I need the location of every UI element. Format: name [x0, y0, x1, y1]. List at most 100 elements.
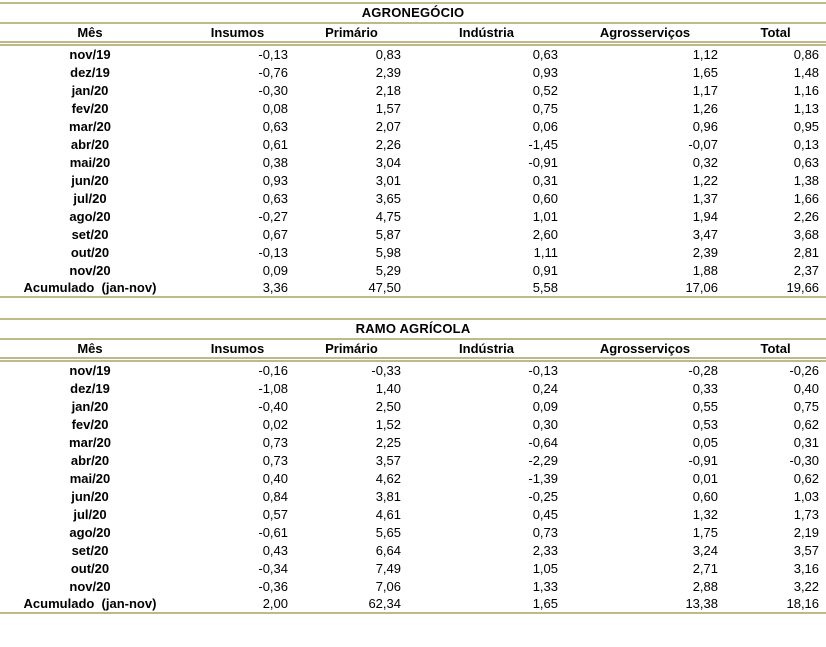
month-cell: jan/20 [71, 82, 109, 98]
value-cell: 0,38 [262, 154, 288, 170]
value-cell: 1,12 [692, 47, 718, 62]
value-cell: 0,02 [262, 416, 288, 432]
value-cell: 1,01 [532, 208, 558, 224]
month-cell: dez/19 [70, 380, 110, 396]
table-agronegocio: AGRONEGÓCIO Mês Insumos Primário Indústr… [0, 2, 826, 298]
month-cell: jun/20 [71, 172, 109, 188]
table-row: set/20 0,43 6,64 2,33 3,24 3,57 [0, 541, 826, 559]
value-cell: 0,09 [532, 398, 558, 414]
month-cell: mai/20 [69, 154, 111, 170]
value-cell: 3,81 [375, 488, 401, 504]
report-page: AGRONEGÓCIO Mês Insumos Primário Indústr… [0, 2, 826, 614]
value-cell: 0,73 [262, 434, 288, 450]
month-cell: ago/20 [69, 208, 111, 224]
table-row: fev/20 0,02 1,52 0,30 0,53 0,62 [0, 415, 826, 433]
table-row: set/20 0,67 5,87 2,60 3,47 3,68 [0, 225, 826, 243]
column-header-total: Total [760, 341, 791, 356]
value-cell: -2,29 [528, 452, 558, 468]
value-cell: 0,93 [262, 172, 288, 188]
column-header-insumos: Insumos [210, 341, 265, 356]
value-cell: 0,86 [793, 47, 820, 62]
value-cell: 1,32 [692, 506, 718, 522]
month-cell: out/20 [70, 244, 110, 260]
value-cell: 6,64 [375, 542, 401, 558]
value-cell: -0,34 [258, 560, 288, 576]
table-title-row: RAMO AGRÍCOLA [0, 318, 826, 340]
value-cell: 62,34 [368, 596, 401, 611]
column-header-industria: Indústria [459, 25, 514, 40]
value-cell: 0,30 [532, 416, 558, 432]
value-cell: -0,27 [258, 208, 288, 224]
month-cell: set/20 [71, 226, 109, 242]
table-row: abr/20 0,61 2,26 -1,45 -0,07 0,13 [0, 135, 826, 153]
value-cell: 1,11 [533, 244, 558, 260]
value-cell: 1,40 [375, 380, 401, 396]
value-cell: 0,06 [532, 118, 558, 134]
month-cell: jun/20 [71, 488, 109, 504]
value-cell: 1,16 [793, 82, 820, 98]
value-cell: -0,30 [258, 82, 288, 98]
value-cell: 1,33 [532, 578, 558, 594]
value-cell: 5,98 [375, 244, 401, 260]
value-cell: 13,38 [685, 596, 718, 611]
value-cell: -1,08 [258, 380, 288, 396]
column-header-mes: Mês [77, 341, 103, 356]
value-cell: 5,87 [375, 226, 401, 242]
value-cell: 2,25 [375, 434, 401, 450]
month-cell: ago/20 [69, 524, 111, 540]
table-row: out/20 -0,13 5,98 1,11 2,39 2,81 [0, 243, 826, 261]
value-cell: 0,31 [532, 172, 558, 188]
month-cell: mar/20 [69, 434, 111, 450]
value-cell: 0,63 [262, 190, 288, 206]
column-header-mes: Mês [77, 25, 103, 40]
value-cell: 0,40 [262, 470, 288, 486]
value-cell: 1,22 [692, 172, 718, 188]
value-cell: 0,75 [793, 398, 820, 414]
value-cell: 0,32 [692, 154, 718, 170]
value-cell: 1,37 [692, 190, 718, 206]
value-cell: 1,26 [692, 100, 718, 116]
value-cell: 2,37 [793, 262, 820, 278]
value-cell: 0,55 [692, 398, 718, 414]
value-cell: 0,95 [793, 118, 820, 134]
value-cell: 2,39 [375, 64, 401, 80]
value-cell: 1,65 [692, 64, 718, 80]
value-cell: 0,57 [262, 506, 288, 522]
value-cell: 7,49 [375, 560, 401, 576]
month-cell: fev/20 [71, 416, 109, 432]
table-row: ago/20 -0,27 4,75 1,01 1,94 2,26 [0, 207, 826, 225]
value-cell: 0,60 [532, 190, 558, 206]
value-cell: 0,83 [375, 47, 401, 62]
value-cell: 3,57 [793, 542, 820, 558]
month-cell: nov/19 [69, 47, 111, 62]
column-header-insumos: Insumos [210, 25, 265, 40]
value-cell: -0,26 [789, 363, 820, 378]
value-cell: 0,13 [793, 136, 820, 152]
value-cell: 17,06 [685, 280, 718, 295]
month-cell: jul/20 [73, 506, 107, 522]
value-cell: -0,13 [258, 47, 288, 62]
value-cell: -0,40 [258, 398, 288, 414]
value-cell: 1,88 [692, 262, 718, 278]
table-row: jan/20 -0,30 2,18 0,52 1,17 1,16 [0, 81, 826, 99]
value-cell: -0,28 [688, 363, 718, 378]
value-cell: 3,36 [262, 280, 288, 295]
value-cell: 5,58 [532, 280, 558, 295]
double-rule [0, 357, 826, 362]
table-row: mar/20 0,63 2,07 0,06 0,96 0,95 [0, 117, 826, 135]
month-cell: nov/19 [69, 363, 111, 378]
value-cell: 0,84 [262, 488, 288, 504]
value-cell: -0,13 [258, 244, 288, 260]
table-row: mar/20 0,73 2,25 -0,64 0,05 0,31 [0, 433, 826, 451]
value-cell: 2,19 [793, 524, 820, 540]
value-cell: 2,18 [375, 82, 401, 98]
value-cell: 1,94 [692, 208, 718, 224]
value-cell: 0,93 [532, 64, 558, 80]
value-cell: 0,43 [262, 542, 288, 558]
month-cell: dez/19 [70, 64, 110, 80]
value-cell: 0,33 [692, 380, 718, 396]
table-row: mai/20 0,38 3,04 -0,91 0,32 0,63 [0, 153, 826, 171]
value-cell: 2,81 [793, 244, 820, 260]
value-cell: 0,62 [793, 416, 820, 432]
value-cell: -0,33 [371, 363, 401, 378]
